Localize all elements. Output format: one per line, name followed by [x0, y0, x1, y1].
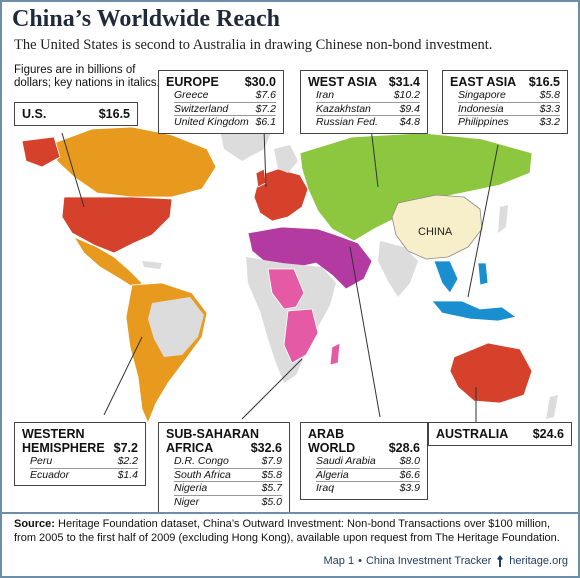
country-row: Russian Fed. $4.8	[316, 116, 420, 128]
map-india	[378, 241, 418, 297]
country-row: Greece $7.6	[174, 89, 276, 103]
country-row: Peru $2.2	[30, 455, 138, 469]
region-total: $31.4	[388, 75, 420, 89]
region-total: $28.6	[388, 441, 420, 455]
source-text: Heritage Foundation dataset, China’s Out…	[14, 518, 560, 544]
world-map-svg: CHINA	[21, 107, 558, 425]
callout-sub-saharan-africa: SUB-SAHARAN AFRICA $32.6 D.R. Congo $7.9 S…	[158, 422, 290, 513]
region-name: SUB-SAHARAN	[166, 427, 260, 441]
map-us	[61, 196, 173, 254]
region-total: $30.0	[244, 75, 276, 89]
map-new-zealand	[546, 395, 558, 419]
credit-separator: •	[358, 555, 362, 567]
region-name-line2: AFRICA	[166, 441, 214, 455]
country-row: Kazakhstan $9.4	[316, 102, 420, 116]
country-row: United Kingdom $6.1	[174, 116, 276, 128]
map-alaska	[21, 136, 61, 168]
callout-europe: EUROPE $30.0 Greece $7.6 Switzerland $7.2 U…	[158, 70, 284, 134]
region-total: $32.6	[250, 441, 282, 455]
country-row: D.R. Congo $7.9	[174, 455, 282, 469]
footer-divider	[2, 512, 578, 514]
map-australia	[449, 342, 533, 404]
country-row: Indonesia $3.3	[458, 102, 560, 116]
region-name-line2: WORLD	[308, 441, 356, 455]
country-row: Iran $10.2	[316, 89, 420, 103]
leader-lines	[61, 118, 499, 425]
leader-europe	[263, 128, 267, 188]
country-row: Ecuador $1.4	[30, 468, 138, 481]
region-total: $7.2	[113, 441, 138, 455]
country-row: Singapore $5.8	[458, 89, 560, 103]
map-caribbean	[142, 261, 162, 269]
callout-western-hemisphere: WESTERN HEMISPHERE $7.2 Peru $2.2 Ecuador $…	[14, 422, 146, 486]
leader-us	[61, 132, 85, 208]
china-label: CHINA	[418, 226, 453, 238]
map-scandinavia	[274, 145, 298, 173]
region-total: $16.5	[98, 107, 130, 121]
region-name: EAST ASIA	[450, 75, 517, 89]
torch-icon	[497, 555, 504, 567]
region-name-line2: HEMISPHERE	[22, 441, 105, 455]
country-row: Algeria $6.6	[316, 468, 420, 482]
callout-arab-world: ARAB WORLD $28.6 Saudi Arabia $8.0 Algeria…	[300, 422, 428, 500]
country-row: Niger $5.0	[174, 495, 282, 508]
map-sub-saharan-africa	[267, 268, 305, 310]
country-row: Iraq $3.9	[316, 482, 420, 494]
callout-west-asia: WEST ASIA $31.4 Iran $10.2 Kazakhstan $9.4 …	[300, 70, 428, 134]
callout-us: U.S. $16.5	[14, 102, 138, 126]
country-row: Saudi Arabia $8.0	[316, 455, 420, 469]
region-name: ARAB	[308, 427, 345, 441]
country-row: South Africa $5.8	[174, 468, 282, 482]
leader-sub-saharan-africa	[241, 358, 303, 420]
map-china	[391, 194, 483, 260]
map-central-africa	[283, 308, 319, 364]
map-philippines	[477, 262, 489, 286]
callout-east-asia: EAST ASIA $16.5 Singapore $5.8 Indonesia $3…	[442, 70, 568, 134]
source-label: Source:	[14, 518, 55, 530]
map-canada	[53, 126, 217, 198]
country-row: Switzerland $7.2	[174, 102, 276, 116]
world-map: CHINA	[2, 57, 578, 512]
region-name: EUROPE	[166, 75, 219, 89]
units-note: Figures are in billions of dollars; key …	[14, 64, 160, 89]
heritage-link[interactable]: heritage.org	[509, 555, 568, 567]
region-total: $24.6	[532, 427, 564, 441]
map-number: Map 1	[323, 555, 355, 567]
page-subtitle: The United States is second to Australia…	[14, 37, 493, 53]
map-madagascar	[329, 342, 341, 366]
country-row: Nigeria $5.7	[174, 482, 282, 496]
region-name: AUSTRALIA	[436, 427, 509, 441]
credit-line: Map 1 • China Investment Tracker heritag…	[323, 555, 568, 567]
page-title: China’s Worldwide Reach	[12, 6, 281, 32]
leader-east-asia	[467, 144, 499, 298]
map-japan	[498, 205, 508, 233]
tracker-name: China Investment Tracker	[365, 555, 492, 567]
callout-australia: AUSTRALIA $24.6	[428, 422, 572, 446]
map-europe	[253, 168, 309, 222]
map-southeast-asia	[433, 260, 459, 294]
leader-arab-world	[349, 246, 381, 418]
region-name: U.S.	[22, 107, 47, 121]
map-indonesia	[431, 300, 517, 322]
region-total: $16.5	[528, 75, 560, 89]
region-name: WESTERN	[22, 427, 85, 441]
map-brazil	[148, 297, 204, 357]
region-name: WEST ASIA	[308, 75, 377, 89]
country-row: Philippines $3.2	[458, 116, 560, 128]
source-note: Source: Heritage Foundation dataset, Chi…	[14, 518, 569, 545]
leader-western-hemisphere	[103, 336, 143, 416]
